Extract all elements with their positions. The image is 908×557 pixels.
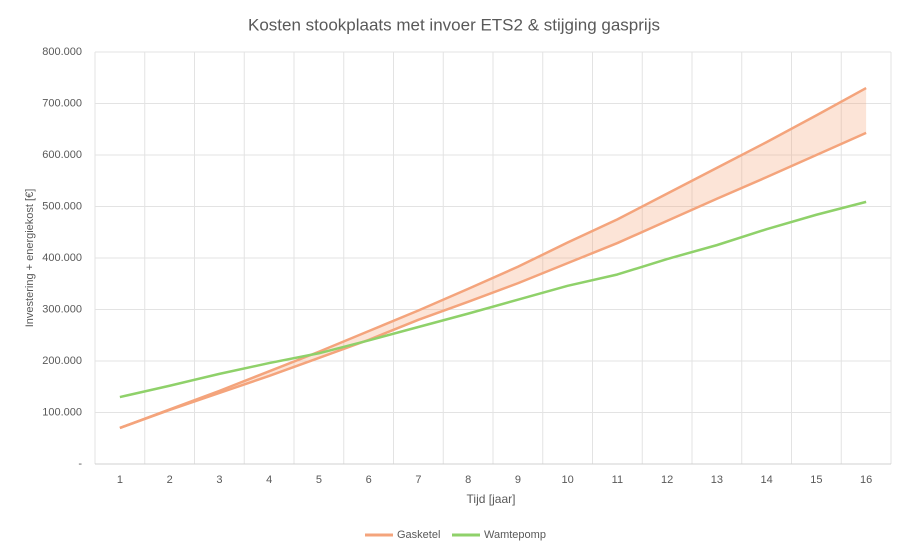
legend-label: Wamtepomp [484,529,546,541]
y-tick-label: 200.000 [42,355,82,367]
x-tick-label: 5 [316,474,322,486]
x-tick-label: 4 [266,474,272,486]
line-low [119,131,867,430]
x-tick-label: 14 [761,474,773,486]
y-tick-label: 100.000 [42,406,82,418]
y-tick-label: 500.000 [42,200,82,212]
x-tick-label: 10 [562,474,574,486]
y-tick-label: 400.000 [42,252,82,264]
x-axis-label: Tijd [jaar] [467,492,516,506]
y-tick-label: 600.000 [42,149,82,161]
x-tick-label: 11 [612,474,623,486]
x-tick-label: 13 [711,474,723,486]
line [119,86,867,430]
x-tick-label: 7 [415,474,421,486]
x-tick-label: 16 [860,474,872,486]
legend-label: Gasketel [397,529,440,541]
grid [94,51,892,465]
x-tick-label: 9 [515,474,521,486]
x-tick-label: 3 [216,474,222,486]
y-tick-label: 700.000 [42,97,82,109]
x-tick-label: 6 [366,474,372,486]
y-tick-label: - [78,458,82,470]
x-tick-label: 2 [167,474,173,486]
x-tick-label: 15 [810,474,822,486]
x-tick-label: 1 [117,474,123,486]
chart-title: Kosten stookplaats met invoer ETS2 & sti… [248,15,660,34]
x-tick-label: 12 [661,474,673,486]
y-axis-label: Investering + energiekost [€] [24,189,36,328]
y-tick-label: 800.000 [42,46,82,58]
line [119,200,867,399]
x-tick-label: 8 [465,474,471,486]
y-tick-label: 300.000 [42,303,82,315]
